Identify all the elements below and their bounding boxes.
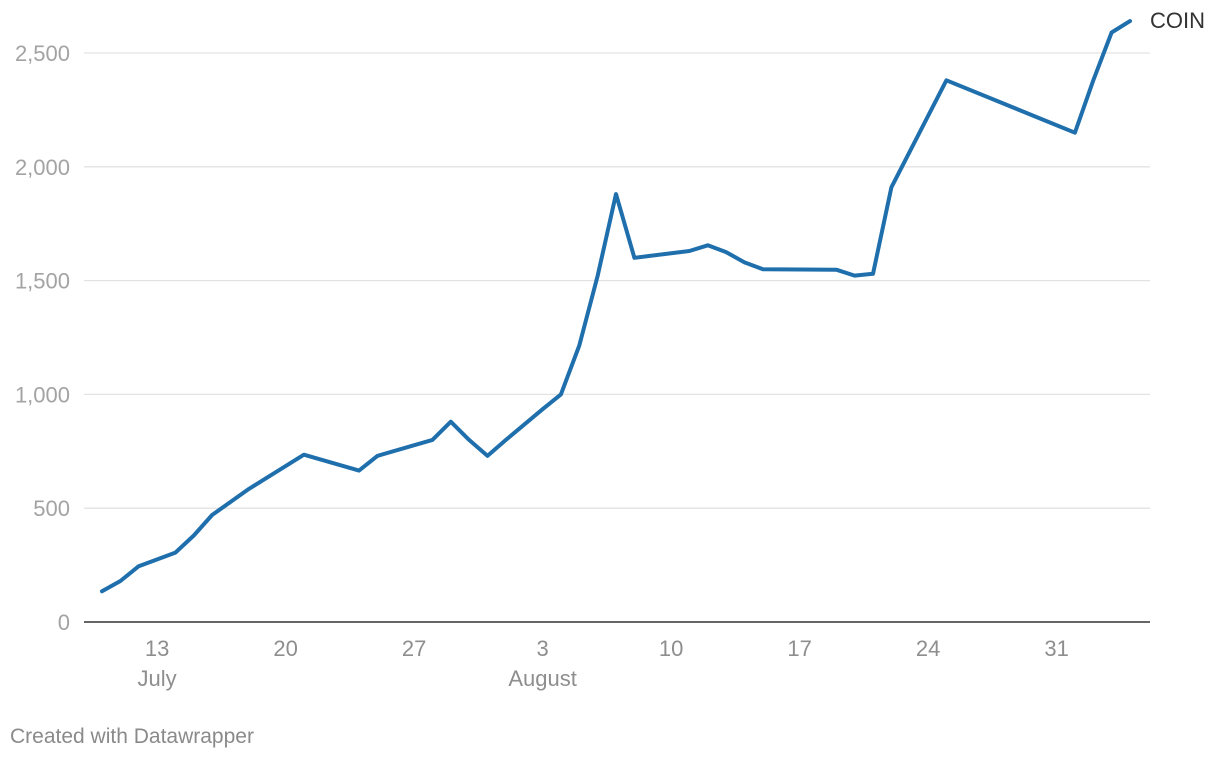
y-gridlines: [84, 52, 1150, 623]
y-tick-label: 2,500: [15, 41, 70, 66]
series-end-labels: COIN: [1150, 8, 1205, 33]
x-axis-month-labels: July August: [138, 666, 577, 691]
x-tick-label: 17: [787, 636, 811, 661]
series-label-coin: COIN: [1150, 8, 1205, 33]
x-tick-label: 31: [1044, 636, 1068, 661]
x-tick-label: 27: [402, 636, 426, 661]
month-label: July: [138, 666, 177, 691]
month-label: August: [508, 666, 577, 691]
series-lines: [100, 19, 1132, 594]
x-axis-tick-labels: 13 20 27 3 10 17 24 31: [145, 636, 1069, 661]
x-tick-label: 20: [273, 636, 297, 661]
x-tick-label: 3: [536, 636, 548, 661]
y-tick-label: 500: [33, 496, 70, 521]
y-tick-label: 1,500: [15, 269, 70, 294]
y-tick-label: 2,000: [15, 155, 70, 180]
x-tick-label: 13: [145, 636, 169, 661]
x-tick-label: 24: [916, 636, 940, 661]
x-tick-label: 10: [659, 636, 683, 661]
datawrapper-credit: Created with Datawrapper: [10, 725, 254, 748]
series-line-coin: [100, 19, 1132, 594]
y-axis-tick-labels: 0 500 1,000 1,500 2,000 2,500: [15, 41, 70, 635]
y-tick-label: 0: [58, 610, 70, 635]
y-tick-label: 1,000: [15, 382, 70, 407]
